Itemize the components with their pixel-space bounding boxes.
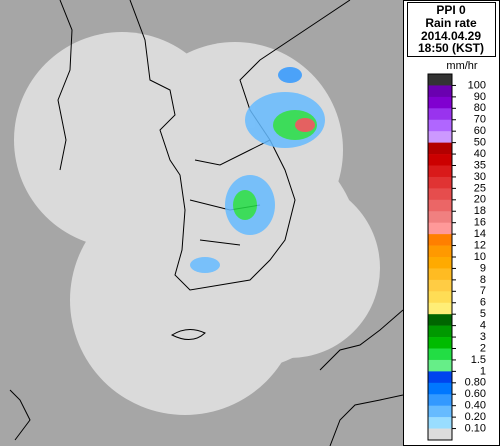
color-swatch [428, 394, 452, 406]
scale-label: 25 [474, 182, 486, 194]
color-swatch [428, 359, 452, 372]
color-swatch [428, 211, 452, 223]
color-swatch [428, 268, 452, 281]
color-swatch [428, 154, 452, 166]
color-swatch [428, 165, 452, 178]
variable-name: Rain rate [425, 16, 477, 30]
color-swatch [428, 176, 452, 189]
unit: mm/hr [446, 60, 478, 72]
color-swatch [428, 405, 452, 418]
color-swatch [428, 188, 452, 201]
color-swatch [428, 348, 452, 361]
color-swatch [428, 257, 452, 269]
color-swatch [428, 371, 452, 384]
scale-label: 18 [474, 205, 486, 217]
color-swatch [428, 96, 452, 109]
color-swatch [428, 337, 452, 349]
scale-label: 35 [474, 159, 486, 171]
color-scale: 1009080706050403530252018161412109876543… [427, 73, 486, 441]
color-swatch [428, 314, 452, 326]
color-swatch [428, 142, 452, 155]
color-swatch [428, 222, 452, 235]
color-swatch [428, 234, 452, 246]
scale-label: 8 [480, 274, 486, 286]
scale-label: 9 [480, 262, 486, 274]
scale-label: 3 [480, 331, 486, 343]
color-swatch [428, 291, 452, 304]
scale-label: 1 [480, 365, 486, 377]
color-swatch [428, 74, 452, 86]
scale-label: 80 [474, 102, 486, 114]
scale-label: 70 [474, 114, 486, 126]
scale-label: 5 [480, 308, 486, 320]
scale-label: 6 [480, 297, 486, 309]
scale-label: 2 [480, 342, 486, 354]
color-swatch [428, 85, 452, 98]
scale-label: 10 [474, 251, 486, 263]
color-swatch [428, 428, 452, 441]
scale-label: 0.60 [465, 388, 486, 400]
scale-label: 100 [468, 79, 486, 91]
scale-label: 12 [474, 239, 486, 251]
legend-panel: PPI 0 Rain rate 2014.04.29 18:50 (KST) m… [403, 0, 500, 446]
scale-label: 90 [474, 91, 486, 103]
scale-label: 4 [480, 320, 486, 332]
scale-label: 0.80 [465, 377, 486, 389]
scale-label: 40 [474, 148, 486, 160]
header-box [407, 2, 496, 57]
color-swatch [428, 325, 452, 338]
date: 2014.04.29 [421, 29, 481, 43]
rain-echoes [190, 67, 325, 273]
color-swatch [428, 119, 452, 132]
color-swatch [428, 382, 452, 395]
color-swatch [428, 131, 452, 143]
time: 18:50 (KST) [418, 41, 484, 55]
scale-label: 30 [474, 171, 486, 183]
color-swatch [428, 245, 452, 258]
color-swatch [428, 302, 452, 315]
scale-label: 0.20 [465, 411, 486, 423]
scale-label: 7 [480, 285, 486, 297]
product-name: PPI 0 [436, 3, 466, 17]
scale-label: 0.40 [465, 400, 486, 412]
color-swatch [428, 417, 452, 429]
map [0, 0, 404, 446]
scale-label: 0.10 [465, 422, 486, 434]
color-swatch [428, 108, 452, 121]
scale-label: 16 [474, 217, 486, 229]
color-swatch [428, 199, 452, 212]
scale-label: 1.5 [471, 354, 486, 366]
scale-label: 60 [474, 125, 486, 137]
scale-label: 50 [474, 137, 486, 149]
coastlines [9, 0, 404, 446]
scale-label: 14 [474, 228, 486, 240]
color-swatch [428, 279, 452, 292]
scale-label: 20 [474, 194, 486, 206]
